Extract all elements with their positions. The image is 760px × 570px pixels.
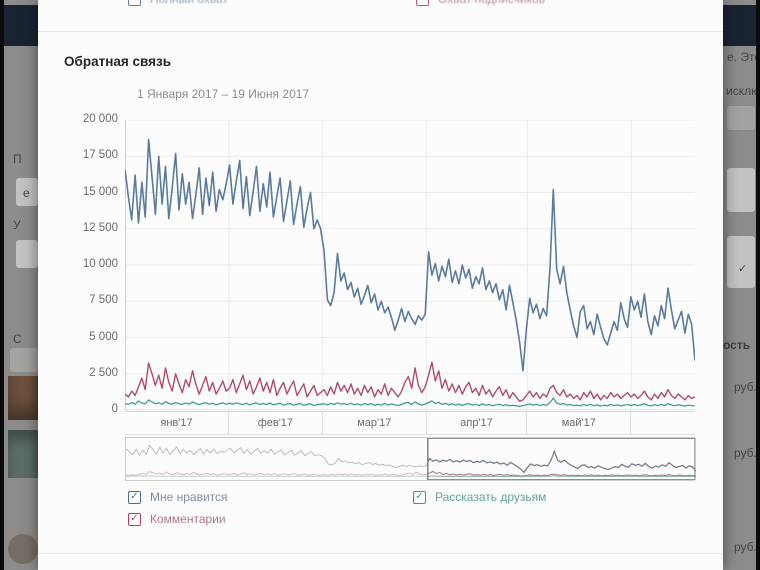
bg-left-input: [16, 178, 38, 206]
y-tick-label: 7 500: [89, 294, 118, 307]
full-reach-checkbox[interactable]: ✓ Полный охват: [128, 0, 228, 6]
subscribers-reach-checkbox-label: Охват подписчиков: [438, 0, 545, 6]
subscribers-reach-checkbox[interactable]: ✓ Охват подписчиков: [416, 0, 545, 6]
bg-left-label-2: У: [13, 218, 21, 232]
month-label-3: мар'17: [323, 412, 427, 434]
bg-left-label-1: П: [13, 152, 22, 166]
bg-right-price-1: руб.: [734, 380, 757, 394]
comments-label: Комментарии: [150, 512, 226, 526]
bg-left-input-2: [16, 240, 38, 268]
subscribers-reach-checkbox-box[interactable]: ✓: [416, 0, 429, 6]
bg-photo-thumbnail-1: [8, 376, 38, 420]
month-label-2: фев'17: [229, 412, 323, 434]
month-label-1: янв'17: [125, 412, 229, 434]
bg-avatar: [8, 534, 38, 564]
modal-top-cropped-row: ✓ Полный охват ✓ Охват подписчиков: [38, 0, 723, 9]
bg-right-text-2: исклю: [726, 84, 760, 98]
shares-label: Рассказать друзьям: [435, 490, 547, 504]
y-tick-label: 17 500: [82, 149, 118, 162]
legend-item-likes[interactable]: ✓ Мне нравится: [128, 490, 228, 504]
y-tick-label: 5 000: [89, 330, 118, 343]
y-tick-label: 10 000: [82, 258, 118, 270]
bg-right-check: ✓: [738, 263, 748, 275]
x-axis-month-row: янв'17 фев'17 мар'17 апр'17 май'17: [125, 411, 695, 435]
bg-right-text-1: е. Это: [727, 50, 760, 64]
bg-right-price-3: руб.: [734, 540, 757, 554]
y-tick-label: 0: [111, 403, 118, 415]
statistics-modal: ✓ Полный охват ✓ Охват подписчиков Обрат…: [38, 0, 723, 570]
y-tick-label: 12 500: [82, 221, 118, 234]
section-divider-top: [38, 31, 723, 32]
y-axis-labels: 0 2 500 5 000 7 500 10 000 12 500 15 000 17 500…: [46, 113, 118, 415]
likes-label: Мне нравится: [150, 490, 228, 504]
section-divider-bottom: [38, 553, 723, 554]
right-black-edge: [756, 0, 760, 570]
y-tick-label: 20 000: [82, 113, 118, 125]
legend-item-shares[interactable]: ✓ Рассказать друзьям: [413, 490, 546, 504]
month-label-5: май'17: [527, 412, 632, 434]
bg-left-input-value: е: [23, 186, 30, 200]
section-title: Обратная связь: [64, 54, 172, 69]
y-tick-label: 2 500: [89, 366, 118, 379]
bg-right-field-2: [727, 236, 755, 288]
left-black-edge: [0, 0, 4, 570]
legend-item-comments[interactable]: ✓ Комментарии: [128, 512, 226, 526]
bg-photo-thumbnail-2: [8, 430, 38, 478]
date-range-label: 1 Января 2017 – 19 Июня 2017: [137, 87, 310, 101]
navigator-selection[interactable]: [427, 438, 696, 480]
bg-right-price-2: руб.: [734, 446, 757, 460]
likes-checkbox[interactable]: ✓: [128, 490, 141, 504]
month-cell-empty: [631, 412, 695, 434]
bg-right-button: [727, 106, 755, 130]
bg-right-field-1: [727, 168, 755, 212]
month-label-4: апр'17: [427, 412, 528, 434]
full-reach-checkbox-label: Полный охват: [150, 0, 228, 6]
range-navigator[interactable]: [125, 437, 696, 481]
full-reach-checkbox-box[interactable]: ✓: [128, 0, 141, 6]
main-chart-plot[interactable]: [125, 120, 695, 410]
bg-left-label-3: С: [13, 332, 22, 346]
comments-checkbox[interactable]: ✓: [128, 512, 141, 526]
y-tick-label: 15 000: [82, 185, 118, 198]
bg-left-button: [10, 348, 38, 372]
bg-right-cost-title: ость: [723, 338, 751, 352]
shares-checkbox[interactable]: ✓: [413, 490, 426, 504]
